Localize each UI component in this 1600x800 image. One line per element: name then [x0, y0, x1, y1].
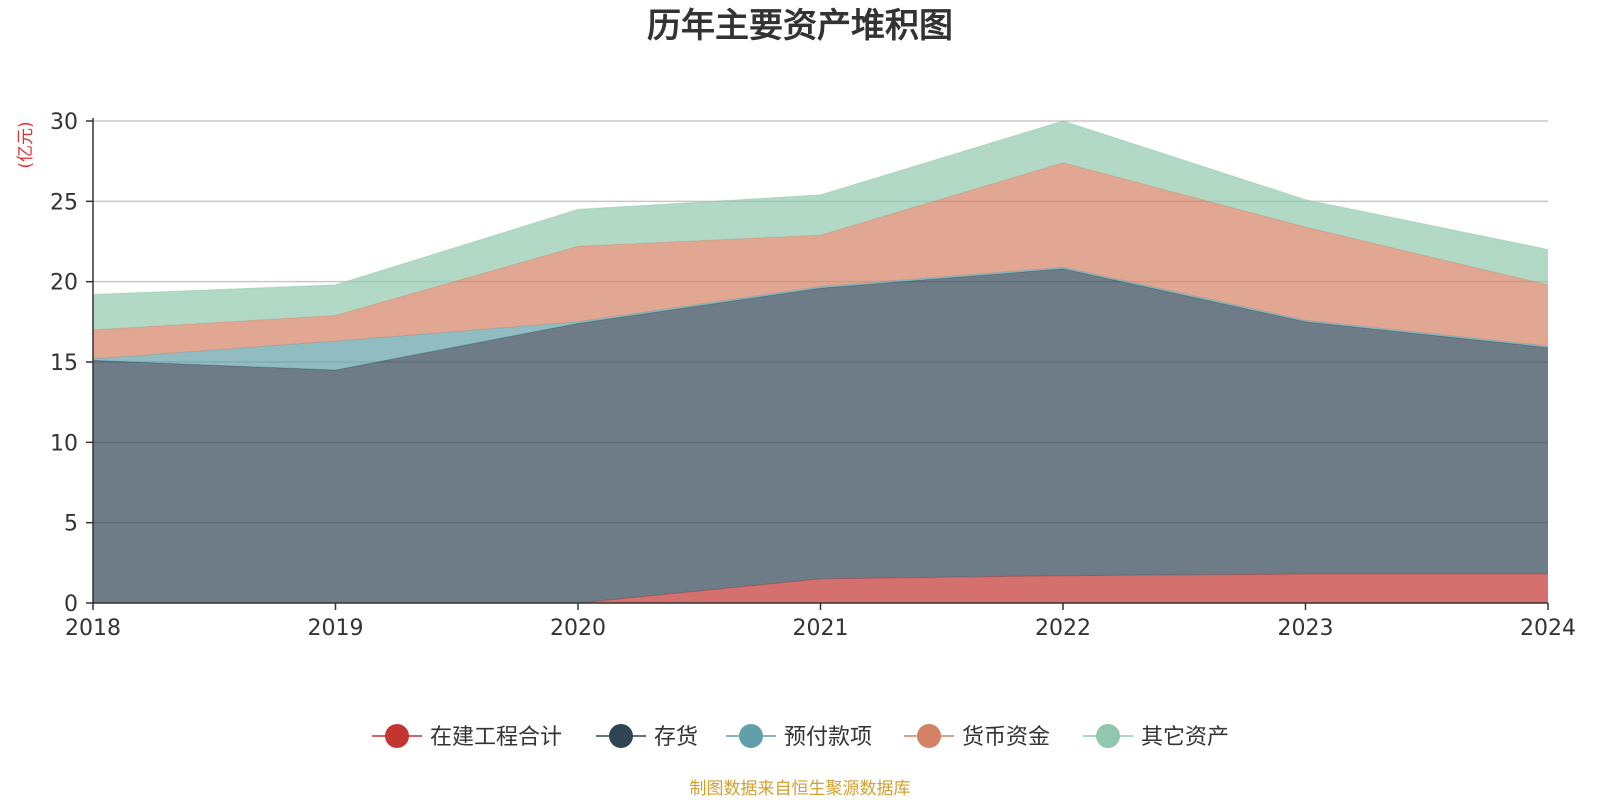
legend-item[interactable]: 在建工程合计 — [372, 724, 562, 750]
legend-label: 存货 — [654, 725, 698, 750]
legend: 在建工程合计 存货 预付款项 货币资金 其它资产 — [372, 724, 1229, 750]
y-tick-label: 10 — [50, 431, 78, 456]
legend-label: 在建工程合计 — [430, 725, 562, 750]
series-line-4 — [92, 120, 1549, 295]
source-note: 制图数据来自恒生聚源数据库 — [690, 779, 911, 799]
x-tick-label: 2022 — [1035, 616, 1091, 641]
x-tick-label: 2020 — [550, 616, 606, 641]
area-series-1 — [93, 268, 1548, 603]
y-tick-label: 30 — [50, 110, 78, 135]
chart-title: 历年主要资产堆积图 — [647, 6, 953, 46]
legend-label: 货币资金 — [962, 725, 1050, 750]
legend-label: 预付款项 — [784, 725, 872, 750]
area-layer — [92, 120, 1549, 604]
area-series-2 — [93, 267, 1548, 370]
y-axis-unit: (亿元) — [16, 121, 36, 168]
x-tick-label: 2024 — [1520, 616, 1576, 641]
legend-label: 其它资产 — [1141, 725, 1229, 750]
area-series-0 — [93, 574, 1548, 603]
legend-marker — [385, 724, 409, 748]
y-tick-label: 20 — [50, 271, 78, 296]
y-tick-label: 5 — [64, 512, 78, 537]
area-series-4 — [93, 121, 1548, 330]
legend-item[interactable]: 预付款项 — [726, 724, 872, 750]
legend-marker — [1096, 724, 1120, 748]
axis-layer: 0 5 10 15 20 25 30 2018 2019 2020 2021 2022 2023 2024 — [50, 110, 1576, 641]
x-tick-label: 2018 — [65, 616, 121, 641]
x-tick-label: 2021 — [793, 616, 849, 641]
legend-marker — [609, 724, 633, 748]
legend-item[interactable]: 存货 — [596, 724, 698, 750]
legend-marker — [917, 724, 941, 748]
legend-marker — [739, 724, 763, 748]
x-tick-label: 2019 — [308, 616, 364, 641]
legend-item[interactable]: 货币资金 — [904, 724, 1050, 750]
y-tick-label: 25 — [50, 190, 78, 215]
legend-item[interactable]: 其它资产 — [1083, 724, 1229, 750]
x-tick-label: 2023 — [1278, 616, 1334, 641]
y-tick-label: 0 — [64, 592, 78, 617]
y-tick-label: 15 — [50, 351, 78, 376]
area-series-3 — [93, 162, 1548, 359]
